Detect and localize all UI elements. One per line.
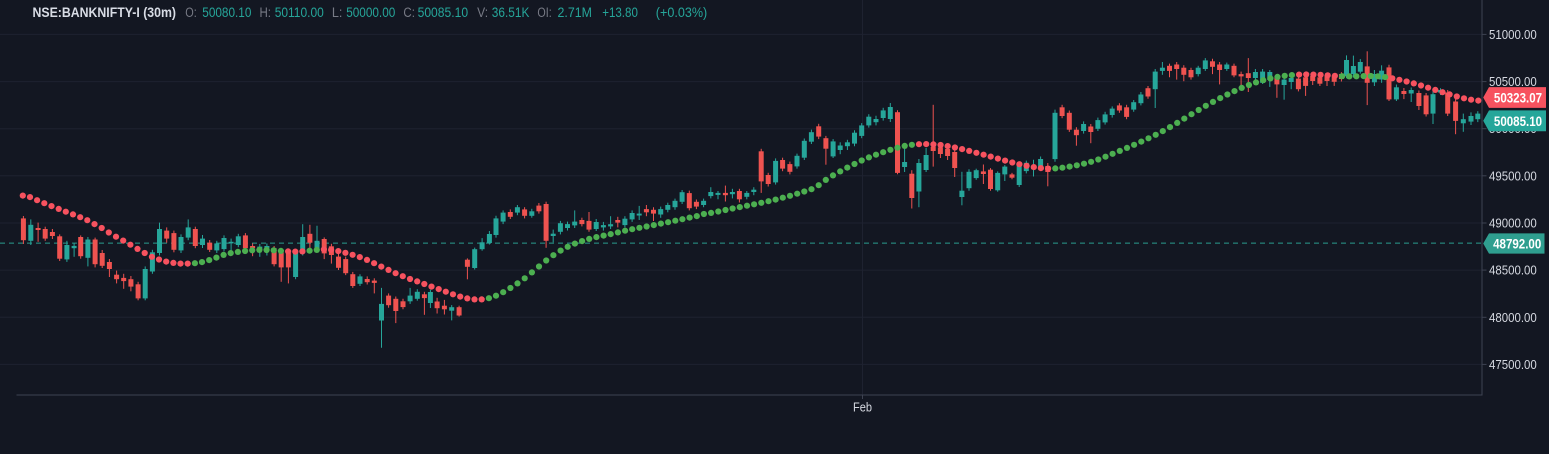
svg-text:48792.00: 48792.00 [1493,237,1541,252]
svg-text:Feb: Feb [853,401,872,415]
svg-text:H:: H: [260,5,272,20]
svg-text:50085.10: 50085.10 [418,5,469,20]
svg-text:47500.00: 47500.00 [1489,358,1537,372]
svg-text:50085.10: 50085.10 [1494,114,1542,129]
svg-text:50500.00: 50500.00 [1489,75,1537,89]
svg-text:50110.00: 50110.00 [275,5,324,20]
svg-text:C:: C: [403,5,415,20]
svg-text:49000.00: 49000.00 [1489,217,1537,231]
svg-text:NSE:BANKNIFTY-I (30m): NSE:BANKNIFTY-I (30m) [33,5,177,20]
svg-text:36.51K: 36.51K [492,5,530,20]
svg-text:50000.00: 50000.00 [346,5,395,20]
svg-text:48000.00: 48000.00 [1489,311,1537,325]
svg-text:2.71M: 2.71M [558,5,592,20]
svg-text:48500.00: 48500.00 [1489,264,1537,278]
svg-text:(+0.03%): (+0.03%) [656,5,707,20]
svg-text:O:: O: [185,5,197,20]
svg-text:L:: L: [332,5,343,20]
svg-text:50080.10: 50080.10 [202,5,251,20]
svg-text:50323.07: 50323.07 [1494,91,1542,106]
svg-text:51000.00: 51000.00 [1489,28,1537,42]
svg-text:+13.80: +13.80 [602,5,638,20]
svg-text:OI:: OI: [537,5,551,20]
svg-text:V:: V: [477,5,488,20]
svg-text:49500.00: 49500.00 [1489,169,1537,183]
